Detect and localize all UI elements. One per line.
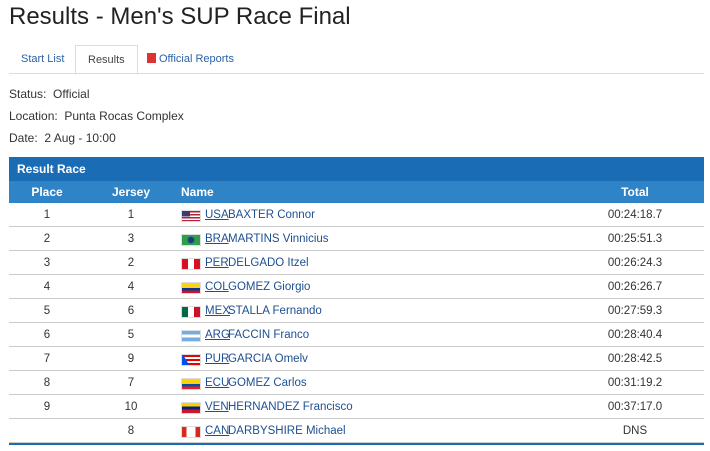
table-title: Result Race [9, 157, 704, 181]
tab[interactable]: Official Reports [135, 45, 246, 73]
flag-icon [181, 402, 201, 414]
place: 4 [43, 281, 51, 293]
jersey: 3 [127, 233, 135, 245]
table-row: 1 1 USA BAXTER Connor 00:24:18.7 [9, 203, 704, 227]
total-time: 00:31:19.2 [607, 377, 663, 389]
jersey: 6 [127, 305, 135, 317]
country-code[interactable]: BRA [205, 233, 229, 245]
total-time: 00:37:17.0 [607, 401, 663, 413]
info-value: Punta Rocas Complex [64, 109, 184, 123]
athlete-name: FACCIN Franco [228, 329, 310, 341]
place: 1 [43, 209, 51, 221]
flag-icon [181, 234, 201, 246]
column-label: Total [621, 185, 649, 199]
athlete-name: GARCIA Omelv [228, 353, 308, 365]
total-time: 00:26:26.7 [607, 281, 663, 293]
table-row: 6 5 ARG FACCIN Franco 00:28:40.4 [9, 323, 704, 347]
flag-icon [181, 354, 201, 366]
total-time: DNS [622, 425, 648, 437]
flag-icon [181, 258, 201, 270]
country-code[interactable]: MEX [205, 305, 230, 317]
flag-icon [181, 378, 201, 390]
athlete-name: BAXTER Connor [228, 209, 315, 221]
total-time: 00:27:59.3 [607, 305, 663, 317]
table-row: 8 CAN DARBYSHIRE Michael DNS [9, 419, 704, 443]
athlete-name: DARBYSHIRE Michael [228, 425, 346, 437]
page-title: Results - Men's SUP Race Final [9, 3, 351, 30]
athlete-name: DELGADO Itzel [228, 257, 309, 269]
table-row: 3 2 PER DELGADO Itzel 00:26:24.3 [9, 251, 704, 275]
flag-icon [181, 306, 201, 318]
total-time: 00:28:40.4 [607, 329, 663, 341]
table-row: 2 3 BRA MARTINS Vinnicius 00:25:51.3 [9, 227, 704, 251]
athlete-name: STALLA Fernando [228, 305, 322, 317]
table-row: 5 6 MEX STALLA Fernando 00:27:59.3 [9, 299, 704, 323]
jersey: 4 [127, 281, 135, 293]
info-label: Location: [9, 109, 58, 123]
jersey: 1 [127, 209, 135, 221]
column-label: Jersey [111, 185, 151, 199]
table-bottom [9, 443, 704, 445]
jersey: 7 [127, 377, 135, 389]
country-code[interactable]: CAN [205, 425, 230, 437]
total-time: 00:24:18.7 [607, 209, 663, 221]
jersey: 5 [127, 329, 135, 341]
column-label: Place [31, 185, 63, 199]
flag-icon [181, 210, 201, 222]
country-code[interactable]: ECU [205, 377, 230, 389]
place: 8 [43, 377, 51, 389]
athlete-name: MARTINS Vinnicius [228, 233, 329, 245]
table-row: 7 9 PUR GARCIA Omelv 00:28:42.5 [9, 347, 704, 371]
tab-label: Official Reports [159, 53, 234, 65]
country-code[interactable]: PER [205, 257, 229, 269]
info-line: Date: 2 Aug - 10:00 [9, 131, 116, 145]
flag-icon [181, 282, 201, 294]
place: 3 [43, 257, 51, 269]
place: 5 [43, 305, 51, 317]
tab[interactable]: Start List [21, 53, 65, 65]
athlete-name: GOMEZ Carlos [228, 377, 307, 389]
info-label: Date: [9, 131, 38, 145]
pdf-icon [147, 53, 156, 63]
place: 2 [43, 233, 51, 245]
jersey: 2 [127, 257, 135, 269]
info-line: Location: Punta Rocas Complex [9, 109, 184, 123]
total-time: 00:26:24.3 [607, 257, 663, 269]
jersey: 10 [124, 401, 138, 413]
info-label: Status: [9, 87, 47, 101]
total-time: 00:28:42.5 [607, 353, 663, 365]
place: 6 [43, 329, 51, 341]
column-header: Place Jersey Name Total [9, 181, 704, 203]
jersey: 8 [127, 425, 135, 437]
place: 7 [43, 353, 51, 365]
country-code[interactable]: COL [205, 281, 229, 293]
country-code[interactable]: USA [205, 209, 229, 221]
table-row: 9 10 VEN HERNANDEZ Francisco 00:37:17.0 [9, 395, 704, 419]
athlete-name: HERNANDEZ Francisco [228, 401, 353, 413]
info-line: Status: Official [9, 87, 90, 101]
info-value: Official [53, 87, 90, 101]
athlete-name: GOMEZ Giorgio [228, 281, 311, 293]
place: 9 [43, 401, 51, 413]
jersey: 9 [127, 353, 135, 365]
country-code[interactable]: VEN [205, 401, 229, 413]
table-row: 4 4 COL GOMEZ Giorgio 00:26:26.7 [9, 275, 704, 299]
flag-icon [181, 330, 201, 342]
tab-divider [9, 73, 704, 74]
info-value: 2 Aug - 10:00 [44, 131, 116, 145]
flag-icon [181, 426, 201, 438]
column-label: Name [181, 185, 214, 199]
country-code[interactable]: ARG [205, 329, 230, 341]
tab-active[interactable]: Results [75, 45, 138, 75]
country-code[interactable]: PUR [205, 353, 230, 365]
table-row: 8 7 ECU GOMEZ Carlos 00:31:19.2 [9, 371, 704, 395]
total-time: 00:25:51.3 [607, 233, 663, 245]
